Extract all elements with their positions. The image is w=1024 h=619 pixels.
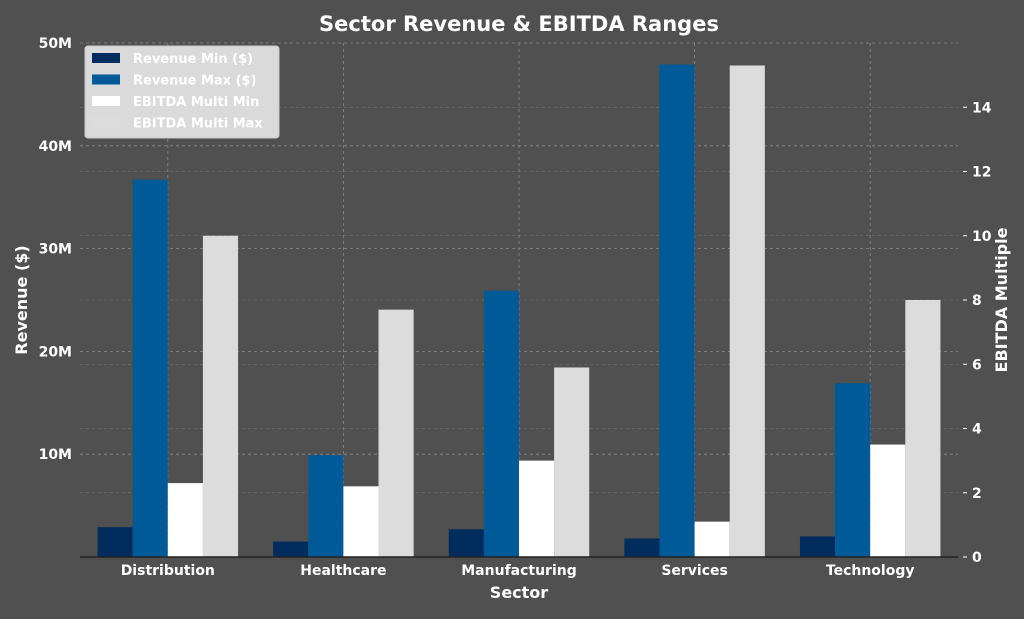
legend-swatch [92, 117, 120, 128]
y-right-tick-labels: 0 2 4 6 8 10 12 14 [972, 100, 992, 566]
bars [97, 64, 941, 558]
y-tick-label: 10M [39, 447, 72, 463]
y-tick-label: 30M [39, 242, 72, 258]
legend-swatch [92, 96, 120, 106]
bar-revenue-min [273, 541, 309, 557]
legend: Revenue Min ($) Revenue Max ($) EBITDA Mul… [84, 45, 280, 139]
y-axis-label: Revenue ($) [12, 245, 31, 354]
bar-ebitda-multi-max [378, 309, 414, 557]
y-tick-label: 20M [39, 344, 72, 360]
bar-revenue-min [97, 527, 133, 557]
bar-revenue-max [483, 290, 519, 557]
x-tick-label: Technology [826, 563, 915, 579]
bar-ebitda-multi-min [870, 444, 906, 557]
bar-ebitda-multi-max [729, 65, 765, 558]
x-tick-label: Healthcare [300, 563, 386, 579]
y-right-tick-label: 10 [972, 229, 992, 245]
y-right-tick-label: 12 [972, 165, 991, 181]
y-right-tick-label: 6 [972, 357, 982, 373]
y-right-tick-label: 2 [972, 486, 982, 502]
bar-ebitda-multi-max [554, 367, 590, 557]
bar-revenue-max [659, 64, 695, 557]
y-tick-label: 50M [39, 36, 72, 52]
bar-revenue-min [624, 538, 660, 557]
y-right-tick-label: 8 [972, 293, 982, 309]
y-right-tick-label: 4 [972, 422, 982, 438]
bar-revenue-max [308, 455, 344, 557]
bar-revenue-min [799, 536, 836, 557]
bar-ebitda-multi-max [905, 300, 941, 557]
legend-label: EBITDA Multi Max [133, 117, 263, 132]
bar-ebitda-multi-min [343, 486, 379, 557]
x-tick-label: Services [661, 563, 728, 579]
x-axis-label: Sector [490, 583, 549, 602]
bar-ebitda-multi-min [694, 521, 730, 557]
y-tick-labels: 10M 20M 30M 40M 50M [39, 36, 72, 463]
x-tick-label: Distribution [121, 563, 215, 579]
x-tick-labels: Distribution Healthcare Manufacturing Servi… [121, 563, 915, 579]
y-tick-label: 40M [39, 139, 72, 155]
y-right-tick-label: 14 [972, 100, 992, 116]
legend-box [84, 45, 280, 139]
legend-label: Revenue Min ($) [133, 52, 253, 67]
legend-swatch [92, 74, 120, 85]
bar-ebitda-multi-min [519, 460, 555, 557]
bar-revenue-max [835, 383, 871, 557]
bar-revenue-min [448, 529, 484, 557]
y-right-axis-label: EBITDA Multiple [992, 227, 1011, 372]
bar-revenue-max [132, 179, 168, 557]
chart-title: Sector Revenue & EBITDA Ranges [319, 12, 719, 36]
bar-ebitda-multi-min [167, 483, 203, 557]
bar-ebitda-multi-max [202, 235, 239, 557]
legend-label: Revenue Max ($) [133, 74, 257, 89]
legend-swatch [92, 53, 120, 63]
y-right-tick-label: 0 [972, 550, 982, 566]
legend-label: EBITDA Multi Min [133, 95, 259, 110]
x-tick-label: Manufacturing [461, 563, 577, 579]
